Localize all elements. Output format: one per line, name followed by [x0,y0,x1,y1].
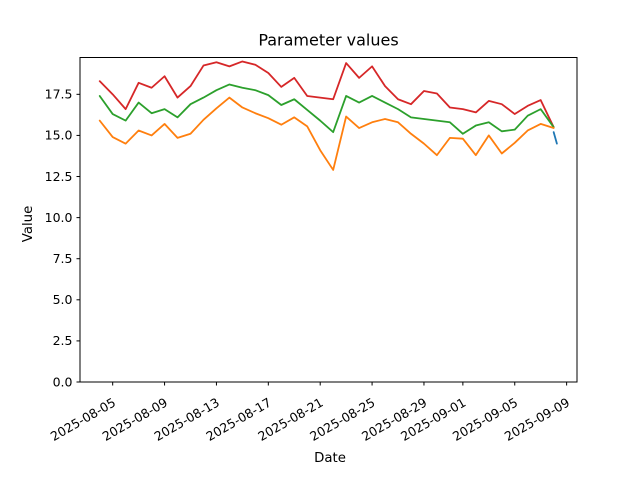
y-tick-label: 12.5 [45,169,73,184]
y-tick-label: 15.0 [45,128,73,143]
y-axis-label: Value [21,206,36,243]
data-lines [98,60,558,171]
blue-series-line [552,131,558,145]
y-tick-label: 7.5 [53,251,73,266]
y-tick-label: 10.0 [45,210,73,225]
y-axis: 0.0 2.5 5.0 7.5 10.0 12.5 15.0 17.5 [45,87,80,389]
chart-title: Parameter values [258,31,398,50]
plot-content: 0.0 2.5 5.0 7.5 10.0 12.5 15.0 17.5 2025-08-0520… [45,57,578,444]
x-axis-label: Date [314,451,346,466]
axes-border [79,57,578,383]
red-series-line [98,60,555,129]
y-tick-label: 2.5 [53,333,73,348]
x-axis: 2025-08-052025-08-092025-08-132025-08-17… [48,382,572,444]
orange-series-line [98,96,555,171]
y-tick-label: 17.5 [45,87,73,102]
green-series-line [98,83,555,135]
y-tick-label: 5.0 [53,292,73,307]
axes-spines [79,57,578,383]
y-tick-label: 0.0 [53,374,73,389]
